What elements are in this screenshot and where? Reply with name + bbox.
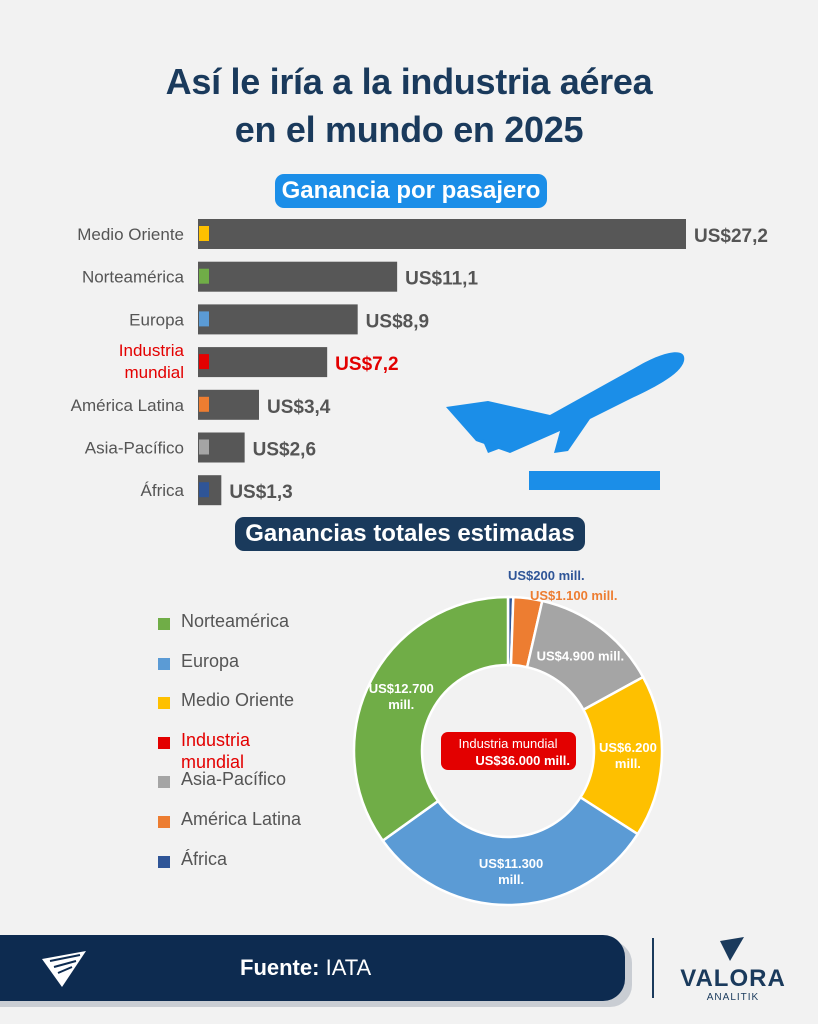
bar-category-label: Norteamérica bbox=[82, 268, 185, 287]
center-title: Industria mundial bbox=[459, 736, 558, 751]
page-title: Así le iría a la industria aérea en el m… bbox=[0, 58, 818, 154]
bar-chart-title: Ganancia por pasajero bbox=[275, 174, 547, 208]
legend-label: Industria mundial bbox=[181, 729, 251, 772]
brand-name: VALORA bbox=[680, 965, 786, 992]
legend-label: Norteamérica bbox=[181, 611, 290, 631]
bar-value-label: US$11,1 bbox=[405, 269, 478, 290]
bar-marker bbox=[199, 268, 209, 284]
bar-category-label: América Latina bbox=[71, 396, 185, 415]
legend-swatch bbox=[158, 816, 170, 828]
center-total: US$36.000 mill. bbox=[475, 753, 570, 768]
legend-label: Europa bbox=[181, 650, 240, 671]
source-note: Fuente: IATA bbox=[240, 955, 371, 981]
bar-category-label: África bbox=[141, 481, 185, 500]
center-badge bbox=[441, 732, 576, 770]
source-label: Fuente: bbox=[240, 955, 320, 980]
legend-swatch bbox=[158, 776, 170, 789]
donut-slice bbox=[381, 795, 640, 907]
legend-swatch bbox=[158, 618, 170, 630]
bar-value-label: US$27,2 bbox=[694, 226, 768, 247]
airplane-takeoff-icon bbox=[446, 352, 685, 490]
legend-item: Asia-Pacífico bbox=[158, 768, 358, 808]
bar-category-label: Medio Oriente bbox=[77, 225, 184, 244]
legend-swatch bbox=[158, 657, 170, 670]
slice-value-label: US$4.900 mill. bbox=[537, 648, 624, 663]
legend-label: Asia-Pacífico bbox=[181, 769, 287, 790]
legend-label: África bbox=[181, 848, 228, 869]
donut-slice bbox=[352, 595, 510, 843]
legend-item: Medio Oriente bbox=[158, 689, 358, 729]
legend-label: América Latina bbox=[181, 809, 302, 829]
slice-value-label: US$1.100 mill. bbox=[530, 588, 617, 603]
title-line-1: Así le iría a la industria aérea bbox=[165, 61, 653, 102]
bar-marker bbox=[199, 482, 209, 498]
footer-divider bbox=[652, 938, 654, 998]
bar bbox=[198, 261, 398, 292]
bar-marker bbox=[199, 354, 209, 370]
bar-marker bbox=[199, 396, 209, 412]
valora-logo-icon bbox=[42, 951, 86, 987]
slice-value-label: US$6.200 mill. bbox=[599, 740, 657, 771]
source-value: IATA bbox=[325, 955, 372, 980]
bar-category-label: Europa bbox=[129, 310, 184, 329]
legend-label: Medio Oriente bbox=[181, 690, 295, 711]
bar-value-label: US$2,6 bbox=[253, 440, 316, 461]
donut-chart: US$200 mill. US$1.100 mill. US$4.900 mill.… bbox=[352, 568, 664, 907]
footer-band: Fuente: IATA bbox=[0, 935, 625, 1001]
legend-item: África bbox=[158, 848, 358, 888]
slice-value-label: US$12.700 mill. bbox=[369, 681, 434, 712]
legend-item: Industria mundial bbox=[158, 729, 358, 772]
bar-marker bbox=[199, 439, 209, 455]
bar-marker bbox=[199, 226, 209, 241]
bar-value-label: US$3,4 bbox=[267, 397, 331, 418]
donut-chart-title: Ganancias totales estimadas bbox=[235, 517, 585, 551]
legend-swatch bbox=[158, 855, 170, 868]
bar-category-label: Asia-Pacífico bbox=[85, 439, 184, 458]
legend-item: América Latina bbox=[158, 808, 358, 848]
bar-category-label: Industria mundial bbox=[119, 341, 185, 382]
valora-brand-mark-icon bbox=[720, 937, 744, 961]
bar bbox=[198, 304, 358, 335]
bar bbox=[198, 219, 686, 249]
bar-value-label: US$1,3 bbox=[229, 482, 292, 503]
legend-swatch bbox=[158, 697, 170, 710]
title-line-2: en el mundo en 2025 bbox=[234, 109, 584, 150]
slice-value-label: US$11.300 mill. bbox=[479, 856, 543, 887]
slice-value-label: US$200 mill. bbox=[508, 568, 585, 583]
bar-value-label: US$7,2 bbox=[335, 354, 398, 375]
legend-item: Norteamérica bbox=[158, 610, 358, 650]
bar-value-label: US$8,9 bbox=[366, 311, 429, 332]
bar-marker bbox=[199, 311, 209, 327]
brand-subtitle: ANALITIK bbox=[706, 992, 760, 1003]
legend-item: Europa bbox=[158, 650, 358, 690]
bar-chart: Medio Oriente US$27,2 Norteamérica US$11,1 E… bbox=[71, 219, 768, 506]
bar bbox=[198, 347, 328, 378]
legend-swatch bbox=[158, 736, 170, 749]
